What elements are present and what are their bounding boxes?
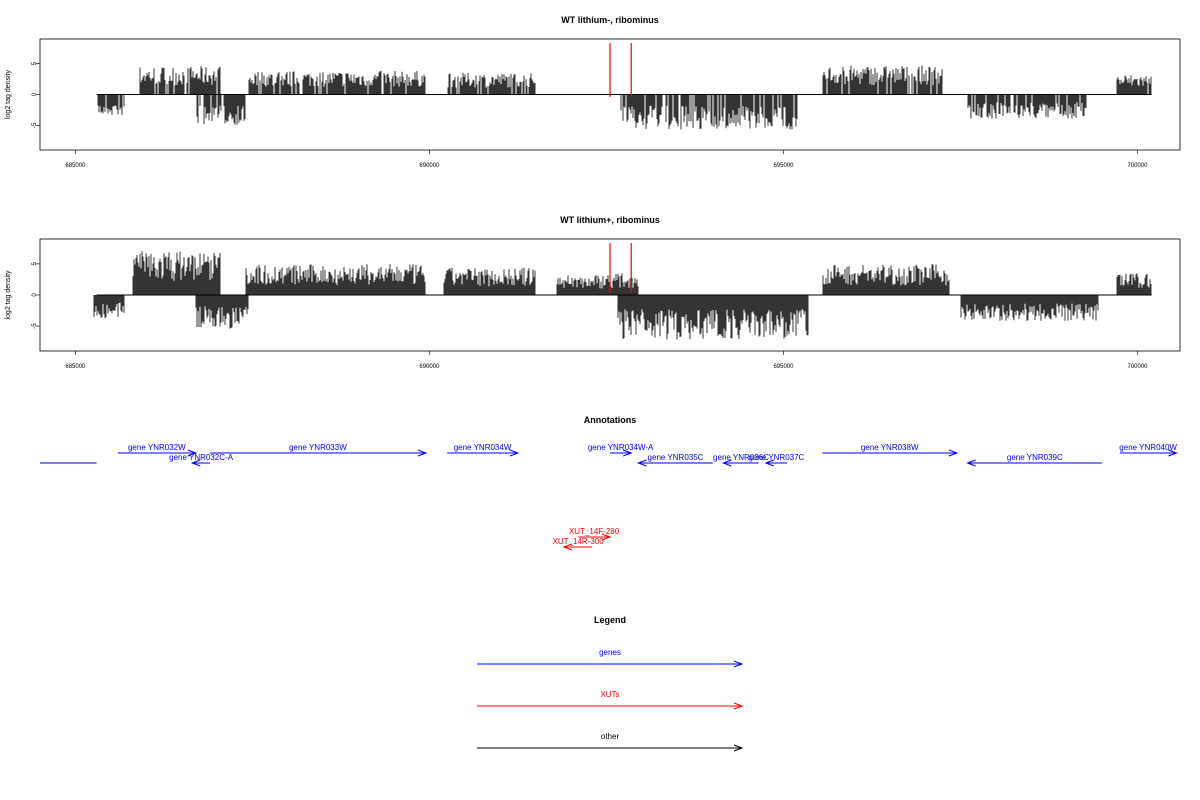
- panel-title: WT lithium+, ribominus: [560, 215, 660, 225]
- arrowhead: [636, 459, 647, 467]
- arrowhead: [187, 449, 198, 457]
- feature-label: gene YNR034W: [454, 443, 512, 452]
- arrowhead: [509, 449, 520, 457]
- x-tick-label: 700000: [1127, 364, 1148, 370]
- coverage-panel-lithium-minus: WT lithium-, ribominus -5 0 5 log2 tag densi…: [5, 15, 1181, 169]
- legend-label: other: [601, 732, 620, 741]
- x-tick-label: 700000: [1127, 163, 1148, 169]
- feature-label: gene YNR038W: [861, 443, 919, 452]
- x-tick-label: 685000: [65, 163, 86, 169]
- arrowhead: [601, 533, 612, 541]
- y-axis-label: log2 tag density: [5, 270, 12, 320]
- arrowhead: [966, 459, 976, 467]
- feature-label: gene YNR036C: [713, 453, 769, 462]
- x-tick-label: 695000: [773, 364, 794, 370]
- y-tick-label: 5: [32, 262, 38, 266]
- y-tick-label: 0: [32, 293, 38, 297]
- y-tick-label: -5: [32, 122, 38, 128]
- feature-label: gene YNR032W: [128, 443, 186, 452]
- legend-label: genes: [599, 648, 621, 657]
- legend-arrowhead: [733, 660, 744, 668]
- panel-title: WT lithium-, ribominus: [561, 15, 659, 25]
- feature-label: gene YNR037C: [748, 453, 804, 462]
- arrowhead: [721, 459, 732, 467]
- y-tick-label: 0: [32, 92, 38, 96]
- feature-label: gene YNR033W: [289, 443, 347, 452]
- feature-label: gene YNR035C: [648, 453, 704, 462]
- feature-label: XUT_14F-280: [569, 527, 620, 536]
- coverage-panel-lithium-plus: WT lithium+, ribominus -5 0 5 log2 tag densi…: [5, 215, 1181, 370]
- legend-label: XUTs: [600, 690, 619, 699]
- y-tick-label: -5: [32, 323, 38, 329]
- feature-label: XUT_14R-300: [553, 537, 605, 546]
- x-tick-label: 690000: [419, 364, 440, 370]
- legend-arrowhead: [733, 744, 744, 752]
- feature-label: gene YNR034W-A: [588, 443, 654, 452]
- legend-title: Legend: [594, 615, 626, 625]
- annotations-title: Annotations: [584, 415, 637, 425]
- legend-panel: Legend genes XUTs other: [477, 615, 744, 752]
- x-tick-label: 685000: [65, 364, 86, 370]
- arrowhead: [623, 449, 633, 457]
- arrowhead: [764, 459, 774, 467]
- arrowhead: [1168, 449, 1178, 457]
- arrowhead: [190, 459, 201, 467]
- y-axis-label: log2 tag density: [5, 69, 12, 119]
- arrowhead: [948, 449, 959, 457]
- legend-arrowhead: [733, 702, 744, 710]
- feature-label: gene YNR032C-A: [169, 453, 234, 462]
- x-tick-label: 690000: [419, 163, 440, 169]
- feature-label: gene YNR039C: [1007, 453, 1063, 462]
- y-tick-label: 5: [32, 61, 38, 65]
- feature-label: gene YNR040W: [1119, 443, 1177, 452]
- x-tick-label: 695000: [773, 163, 794, 169]
- arrowhead: [417, 449, 428, 457]
- arrowhead: [562, 543, 573, 551]
